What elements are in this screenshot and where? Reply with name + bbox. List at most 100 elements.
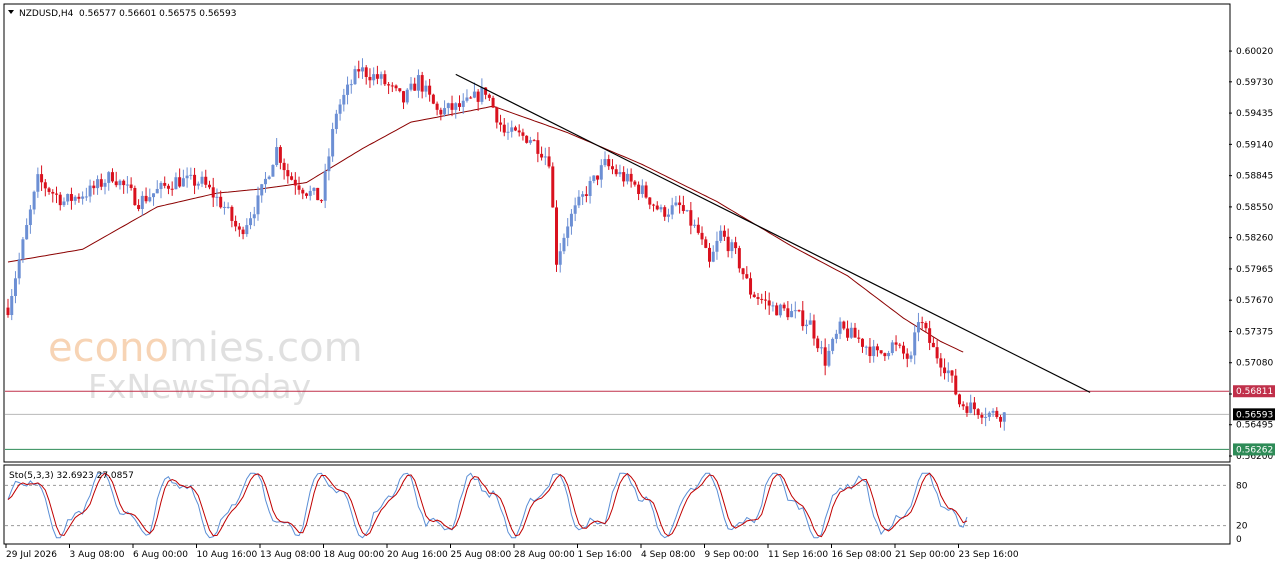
trendline-group[interactable]: [455, 73, 1091, 393]
support-price-tag: 0.56262: [1236, 445, 1273, 455]
candle: [245, 218, 249, 237]
candle: [984, 407, 988, 427]
candle-body: [107, 172, 111, 183]
candle: [805, 319, 809, 335]
candle-body: [185, 175, 189, 179]
candle-body: [734, 242, 738, 249]
candle: [163, 176, 167, 189]
time-tick-label: 25 Aug 08:00: [451, 550, 512, 560]
candle-body: [446, 103, 450, 109]
candle: [775, 302, 779, 316]
stochastic-indicator: [5, 472, 1229, 539]
candle-body: [693, 224, 697, 226]
candle-body: [510, 127, 514, 132]
candle: [398, 88, 402, 93]
stoch-main-line: [7, 472, 968, 539]
candle: [547, 146, 551, 169]
candle: [204, 169, 208, 188]
candle: [599, 159, 603, 188]
candle-body: [685, 210, 689, 212]
candle: [338, 99, 342, 121]
candle: [909, 351, 913, 363]
candle: [413, 77, 417, 91]
candle-body: [569, 213, 573, 227]
candle-body: [398, 88, 402, 92]
candle-body: [614, 169, 618, 175]
candle: [857, 329, 861, 343]
candle-body: [902, 345, 906, 354]
candle: [633, 180, 637, 187]
candle-body: [756, 297, 760, 299]
candle: [282, 158, 286, 180]
time-tick-label: 4 Sep 08:00: [641, 550, 696, 560]
candle-body: [282, 162, 286, 171]
candle: [872, 339, 876, 363]
candle-body: [159, 182, 163, 189]
candle-body: [297, 185, 301, 190]
candle-body: [763, 299, 767, 301]
time-tick-label: 28 Aug 00:00: [514, 550, 575, 560]
candle-body: [163, 182, 167, 186]
candle-body: [610, 166, 614, 170]
candle-body: [860, 338, 864, 347]
candle: [674, 195, 678, 207]
time-tick-label: 6 Aug 00:00: [133, 550, 188, 560]
candle-body: [528, 140, 532, 143]
candle: [928, 320, 932, 351]
candle-body: [84, 196, 88, 198]
candle: [663, 205, 667, 221]
candle: [431, 93, 435, 105]
candle-body: [719, 230, 723, 241]
candle: [81, 191, 85, 205]
candle-body: [47, 188, 51, 192]
candle: [249, 211, 253, 230]
trendline[interactable]: [455, 73, 1091, 393]
price-tick-label: 0.57965: [1236, 265, 1273, 275]
candle-body: [745, 274, 749, 279]
candle: [823, 338, 827, 376]
candle-body: [267, 176, 271, 179]
candle-body: [260, 184, 264, 196]
candle-body: [349, 84, 353, 86]
candle: [215, 188, 219, 207]
dropdown-triangle-icon[interactable]: [8, 10, 14, 14]
price-tick-label: 0.56495: [1236, 421, 1273, 431]
candle: [368, 68, 372, 88]
candle: [622, 166, 626, 187]
candle-body: [857, 337, 861, 339]
candle-body: [696, 224, 700, 233]
candle: [555, 200, 559, 272]
candle-body: [823, 347, 827, 366]
candle-body: [513, 127, 517, 131]
candle: [819, 340, 823, 355]
candle: [808, 312, 812, 325]
candle: [331, 122, 335, 162]
candle-body: [55, 193, 59, 195]
candle: [540, 146, 544, 161]
candle-body: [961, 404, 965, 407]
candle-body: [752, 294, 756, 298]
candle-body: [834, 333, 838, 339]
current-price-tag: 0.56593: [1236, 410, 1273, 420]
candle: [241, 226, 245, 240]
candles[interactable]: [6, 58, 1006, 431]
candle: [465, 89, 469, 103]
candle-body: [808, 320, 812, 325]
candle-body: [775, 305, 779, 316]
candle-body: [540, 153, 544, 158]
candle: [797, 309, 801, 313]
candle: [969, 394, 973, 414]
candle-body: [939, 358, 943, 368]
candle-body: [484, 87, 488, 95]
candle: [875, 343, 879, 357]
candle-body: [1002, 412, 1006, 422]
candle: [260, 183, 264, 203]
candle: [394, 84, 398, 92]
candle-body: [469, 97, 473, 99]
candle: [655, 201, 659, 211]
candle-body: [805, 324, 809, 327]
candle: [532, 138, 536, 142]
candle: [103, 179, 107, 195]
candle: [790, 303, 794, 318]
